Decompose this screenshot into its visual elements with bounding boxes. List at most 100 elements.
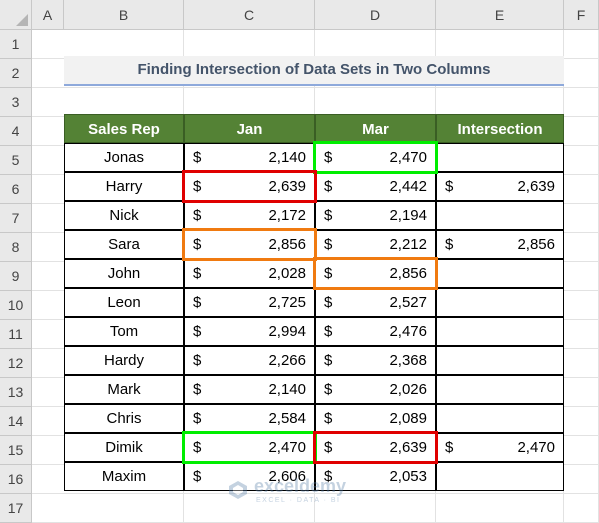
cell-rep[interactable]: Nick [64, 201, 184, 230]
cell-jan[interactable]: $2,856 [184, 230, 315, 259]
column-header-a[interactable]: A [32, 0, 64, 30]
column-header-d[interactable]: D [315, 0, 436, 30]
cell-mar[interactable]: $2,856 [315, 259, 436, 288]
row-header-12[interactable]: 12 [0, 349, 32, 378]
cell-intersection[interactable] [436, 462, 564, 491]
currency-symbol: $ [324, 207, 333, 224]
cell-mar[interactable]: $2,194 [315, 201, 436, 230]
currency-symbol: $ [193, 149, 202, 166]
cell-rep[interactable]: Harry [64, 172, 184, 201]
amount-value: 2,856 [389, 265, 427, 282]
row-header-11[interactable]: 11 [0, 320, 32, 349]
row-header-17[interactable]: 17 [0, 494, 32, 523]
cell-jan[interactable]: $2,470 [184, 433, 315, 462]
cell-jan[interactable]: $2,140 [184, 375, 315, 404]
amount-value: 2,212 [389, 236, 427, 253]
cell-intersection[interactable] [436, 404, 564, 433]
currency-symbol: $ [193, 294, 202, 311]
row-header-1[interactable]: 1 [0, 30, 32, 59]
column-header-b[interactable]: B [64, 0, 184, 30]
column-header-f[interactable]: F [564, 0, 599, 30]
cell-intersection[interactable]: $2,639 [436, 172, 564, 201]
cell-rep[interactable]: Hardy [64, 346, 184, 375]
header-jan[interactable]: Jan [184, 114, 315, 143]
currency-symbol: $ [193, 352, 202, 369]
cell-rep[interactable]: Dimik [64, 433, 184, 462]
cell-rep[interactable]: Leon [64, 288, 184, 317]
row-header-16[interactable]: 16 [0, 465, 32, 494]
currency-symbol: $ [324, 381, 333, 398]
cell-jan[interactable]: $2,584 [184, 404, 315, 433]
row-header-10[interactable]: 10 [0, 291, 32, 320]
amount-value: 2,527 [389, 294, 427, 311]
cell-mar[interactable]: $2,368 [315, 346, 436, 375]
amount-value: 2,266 [268, 352, 306, 369]
amount-value: 2,476 [389, 323, 427, 340]
cell-jan[interactable]: $2,140 [184, 143, 315, 172]
amount-value: 2,172 [268, 207, 306, 224]
cell-mar[interactable]: $2,527 [315, 288, 436, 317]
sheet-title[interactable]: Finding Intersection of Data Sets in Two… [64, 56, 564, 86]
row-header-4[interactable]: 4 [0, 117, 32, 146]
amount-value: 2,368 [389, 352, 427, 369]
cell-intersection[interactable]: $2,856 [436, 230, 564, 259]
row-header-8[interactable]: 8 [0, 233, 32, 262]
cell-jan[interactable]: $2,725 [184, 288, 315, 317]
currency-symbol: $ [445, 439, 454, 456]
row-header-5[interactable]: 5 [0, 146, 32, 175]
cell-intersection[interactable] [436, 259, 564, 288]
cell-mar[interactable]: $2,442 [315, 172, 436, 201]
cell-jan[interactable]: $2,639 [184, 172, 315, 201]
row-header-2[interactable]: 2 [0, 59, 32, 88]
cell-jan[interactable]: $2,028 [184, 259, 315, 288]
cell-jan[interactable]: $2,606 [184, 462, 315, 491]
currency-symbol: $ [445, 236, 454, 253]
cell-rep[interactable]: Tom [64, 317, 184, 346]
currency-symbol: $ [324, 352, 333, 369]
amount-value: 2,442 [389, 178, 427, 195]
cell-intersection[interactable] [436, 375, 564, 404]
cell-rep[interactable]: Chris [64, 404, 184, 433]
cell-intersection[interactable] [436, 143, 564, 172]
cell-rep[interactable]: John [64, 259, 184, 288]
row-header-6[interactable]: 6 [0, 175, 32, 204]
row-header-3[interactable]: 3 [0, 88, 32, 117]
row-header-7[interactable]: 7 [0, 204, 32, 233]
row-header-13[interactable]: 13 [0, 378, 32, 407]
cell-intersection[interactable] [436, 346, 564, 375]
cell-mar[interactable]: $2,470 [315, 143, 436, 172]
column-header-e[interactable]: E [436, 0, 564, 30]
cell-jan[interactable]: $2,266 [184, 346, 315, 375]
cell-mar[interactable]: $2,639 [315, 433, 436, 462]
amount-value: 2,470 [268, 439, 306, 456]
cell-mar[interactable]: $2,212 [315, 230, 436, 259]
amount-value: 2,053 [389, 468, 427, 485]
header-mar[interactable]: Mar [315, 114, 436, 143]
currency-symbol: $ [324, 410, 333, 427]
cell-intersection[interactable] [436, 288, 564, 317]
header-sales-rep[interactable]: Sales Rep [64, 114, 184, 143]
cell-mar[interactable]: $2,089 [315, 404, 436, 433]
header-intersection[interactable]: Intersection [436, 114, 564, 143]
select-all-corner[interactable] [0, 0, 32, 30]
cell-rep[interactable]: Mark [64, 375, 184, 404]
column-header-c[interactable]: C [184, 0, 315, 30]
row-header-14[interactable]: 14 [0, 407, 32, 436]
cell-intersection[interactable] [436, 201, 564, 230]
cell-rep[interactable]: Sara [64, 230, 184, 259]
amount-value: 2,639 [389, 439, 427, 456]
cell-rep[interactable]: Jonas [64, 143, 184, 172]
cell-intersection[interactable] [436, 317, 564, 346]
cell-jan[interactable]: $2,172 [184, 201, 315, 230]
cell-mar[interactable]: $2,053 [315, 462, 436, 491]
cell-rep[interactable]: Maxim [64, 462, 184, 491]
row-header-15[interactable]: 15 [0, 436, 32, 465]
cell-mar[interactable]: $2,476 [315, 317, 436, 346]
cell-jan[interactable]: $2,994 [184, 317, 315, 346]
currency-symbol: $ [324, 294, 333, 311]
row-header-9[interactable]: 9 [0, 262, 32, 291]
cell-mar[interactable]: $2,026 [315, 375, 436, 404]
amount-value: 2,194 [389, 207, 427, 224]
cell-intersection[interactable]: $2,470 [436, 433, 564, 462]
